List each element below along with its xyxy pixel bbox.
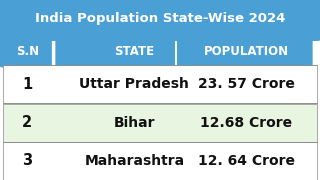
Text: POPULATION: POPULATION [204,45,289,58]
Bar [3,103,317,142]
Text: 12.68 Crore: 12.68 Crore [200,116,292,130]
Text: 12. 64 Crore: 12. 64 Crore [198,154,295,168]
Text: 3: 3 [22,153,32,168]
Text: Maharashtra: Maharashtra [84,154,184,168]
FancyBboxPatch shape [0,0,320,40]
Text: 1: 1 [22,77,32,92]
Text: S.N: S.N [16,45,39,58]
FancyBboxPatch shape [177,35,313,68]
FancyBboxPatch shape [0,35,52,68]
Text: India Population State-Wise 2024: India Population State-Wise 2024 [35,12,285,25]
Text: Uttar Pradesh: Uttar Pradesh [79,77,189,91]
Text: Bihar: Bihar [114,116,155,130]
Text: 2: 2 [22,115,32,130]
Text: 23. 57 Crore: 23. 57 Crore [198,77,295,91]
Bar [3,65,317,104]
Bar [3,142,317,180]
Text: STATE: STATE [114,45,155,58]
FancyBboxPatch shape [55,35,175,68]
